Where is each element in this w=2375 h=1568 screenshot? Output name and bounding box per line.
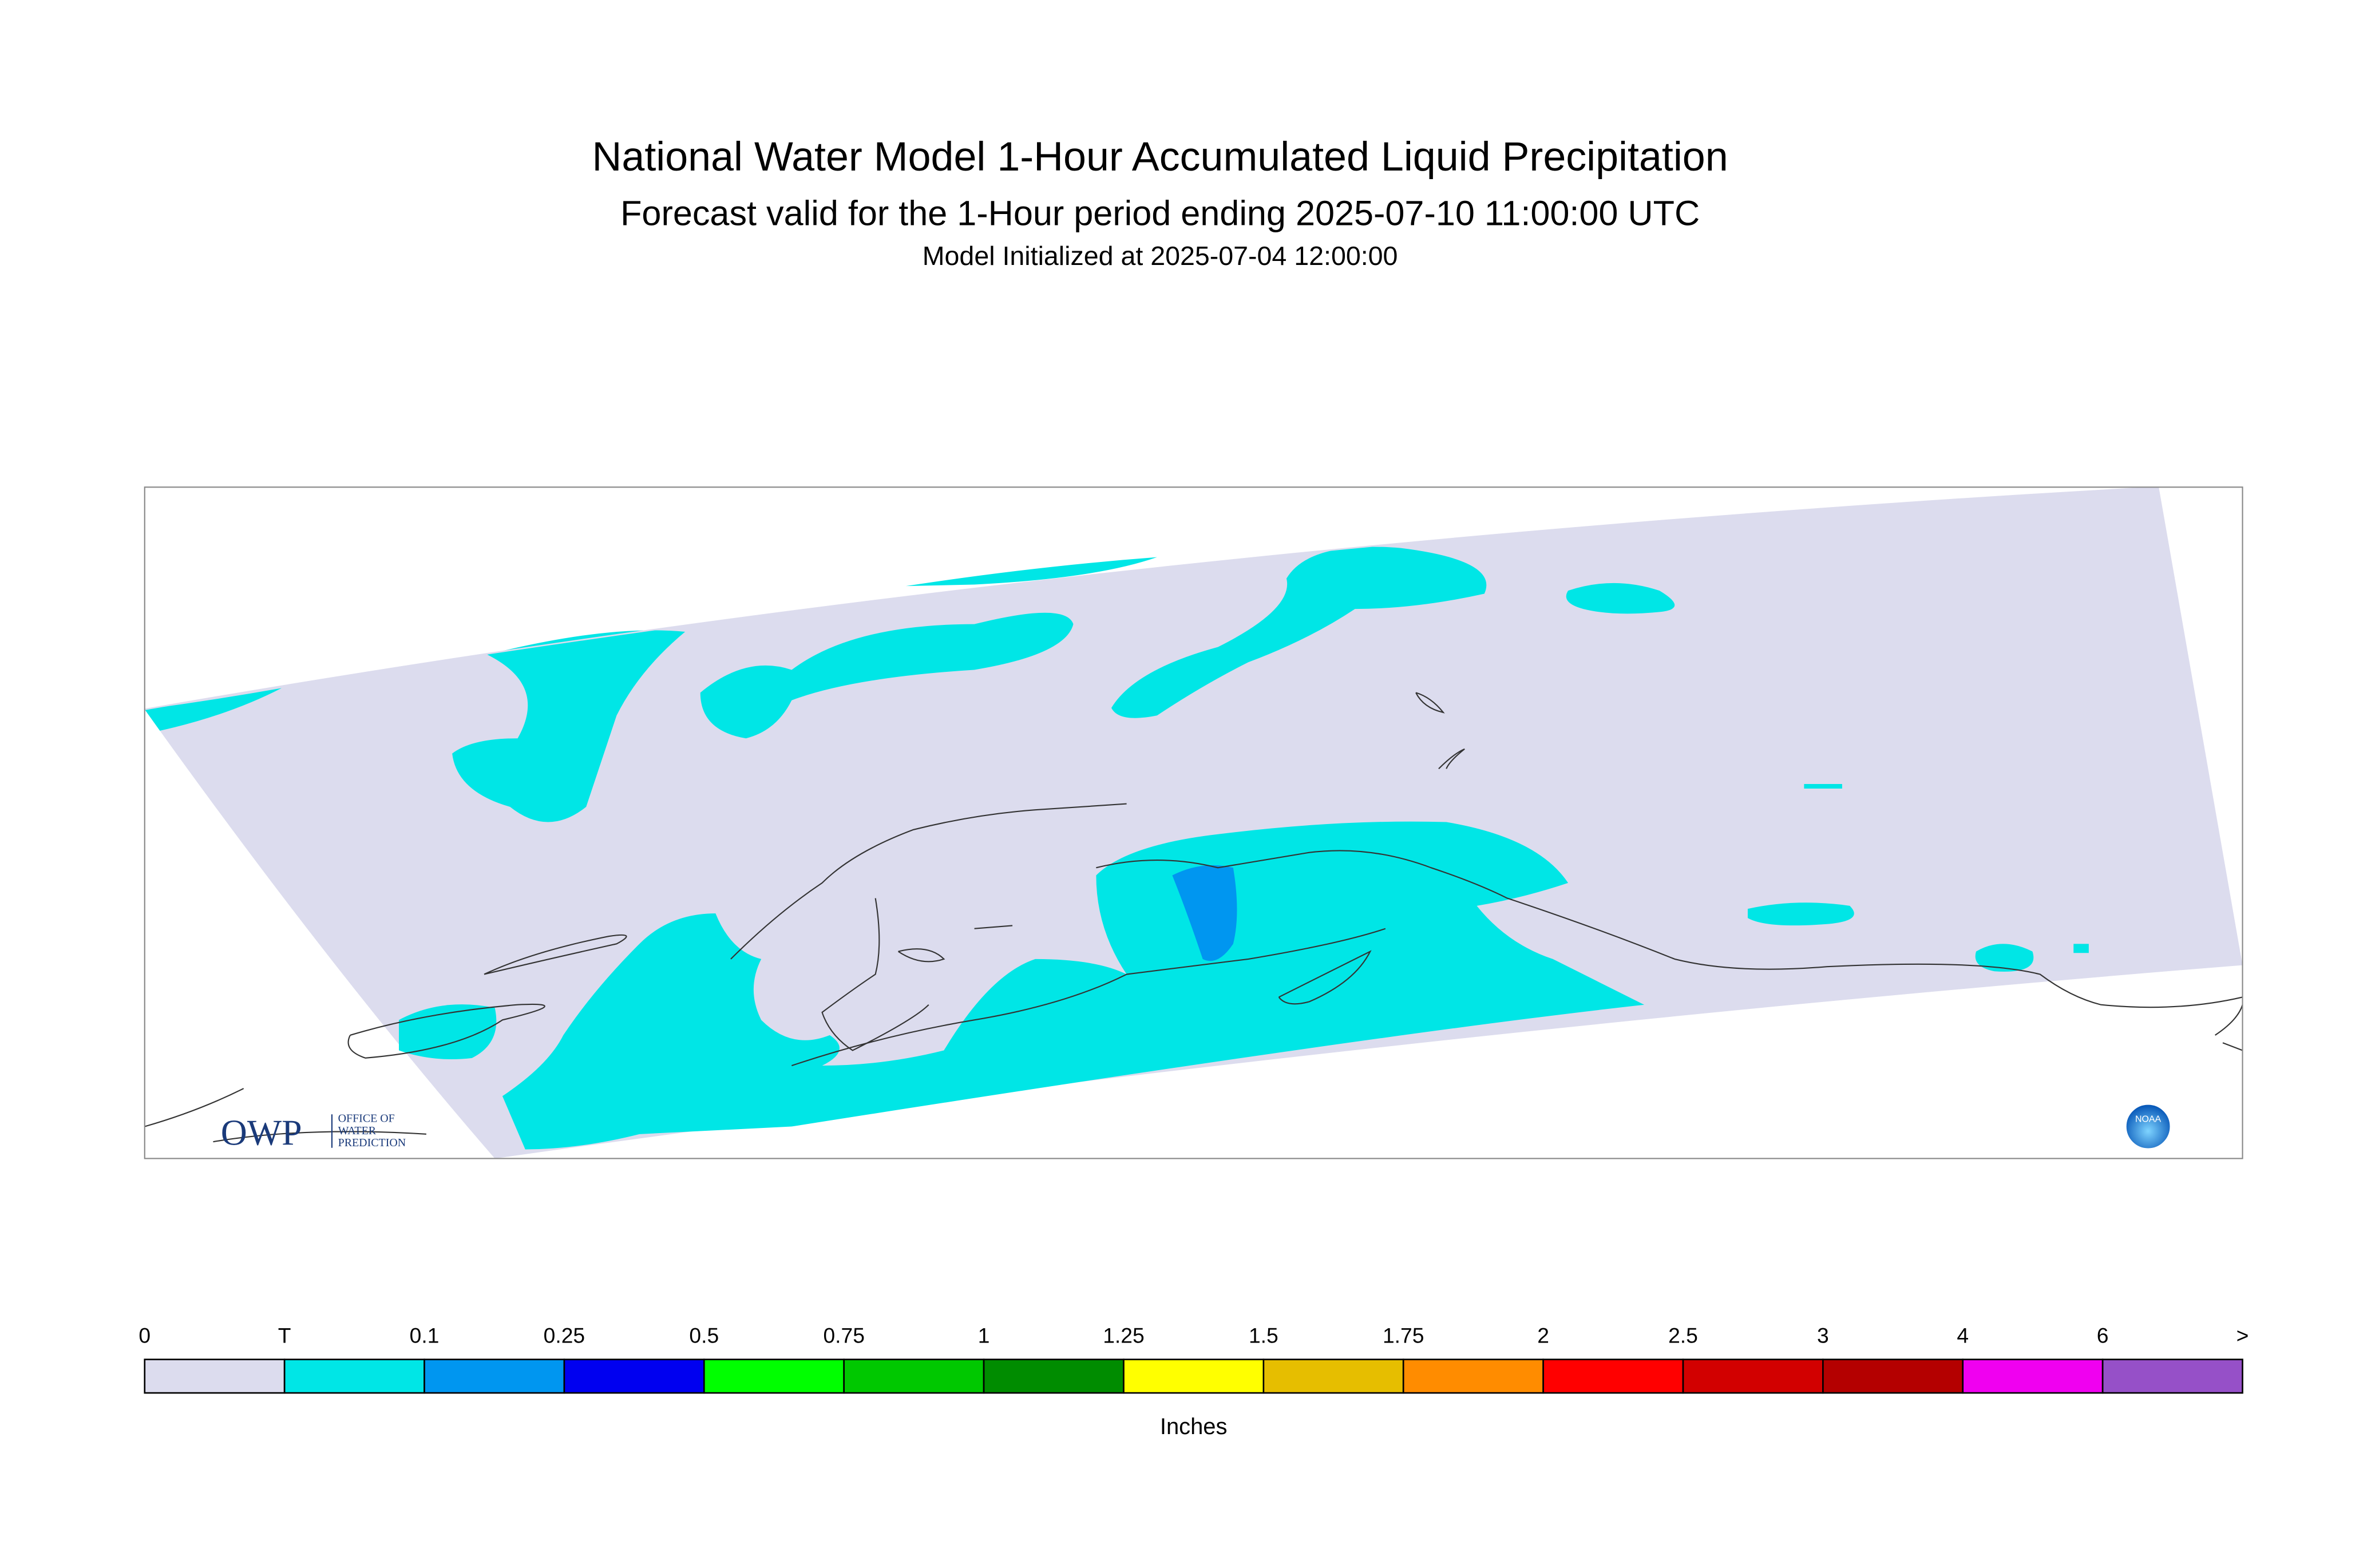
legend-label: 1.5	[1249, 1323, 1278, 1347]
precip-trace	[144, 547, 2089, 1150]
legend-label: >	[2237, 1323, 2249, 1347]
legend-label: 1.75	[1383, 1323, 1424, 1347]
noaa-text: NOAA	[2135, 1115, 2162, 1124]
legend-swatch	[1123, 1359, 1265, 1394]
legend-label: 0	[138, 1323, 151, 1347]
map-frame	[144, 486, 2243, 1159]
legend-swatch	[1542, 1359, 1684, 1394]
map: OWP OFFICE OF WATER PREDICTION NOAA	[144, 487, 2243, 1159]
precip-0-1	[1172, 865, 1237, 961]
legend-label: 0.25	[544, 1323, 585, 1347]
legend-label: 3	[1817, 1323, 1829, 1347]
legend-label: 1.25	[1103, 1323, 1144, 1347]
legend-label: 1	[978, 1323, 990, 1347]
noaa-logo	[2124, 1102, 2172, 1151]
owp-office: PREDICTION	[338, 1137, 406, 1149]
legend-swatch	[423, 1359, 565, 1394]
subtitle: Forecast valid for the 1-Hour period end…	[620, 194, 1700, 233]
legend-swatch	[843, 1359, 985, 1394]
legend-swatch	[144, 1359, 286, 1394]
init-time: Model Initialized at 2025-07-04 12:00:00	[923, 241, 1398, 271]
legend-label: 0.1	[410, 1323, 440, 1347]
legend-swatch	[1402, 1359, 1544, 1394]
legend-swatch	[1962, 1359, 2104, 1394]
title: National Water Model 1-Hour Accumulated …	[592, 134, 1728, 180]
legend-swatch	[563, 1359, 705, 1394]
legend-label: 6	[2097, 1323, 2109, 1347]
legend-swatch	[283, 1359, 425, 1394]
domain-outside	[144, 709, 495, 1159]
legend-swatch	[2101, 1359, 2243, 1394]
legend-label: 2.5	[1668, 1323, 1698, 1347]
owp-office: WATER	[338, 1124, 377, 1137]
legend-swatch	[1262, 1359, 1404, 1394]
legend-unit: Inches	[1160, 1414, 1228, 1439]
owp-logo: OWP	[221, 1112, 302, 1153]
legend-label: 2	[1537, 1323, 1549, 1347]
coastline	[144, 692, 2243, 1143]
legend-label: 0.5	[689, 1323, 719, 1347]
legend-swatch	[983, 1359, 1125, 1394]
legend-label: T	[278, 1323, 291, 1347]
domain-edge	[144, 487, 2159, 710]
legend-swatch	[1822, 1359, 1964, 1394]
legend: 0 T 0.1 0.25 0.5 0.75 1 1.25 1.5 1.75 2 2.5 3 4 6 >	[138, 1323, 2249, 1394]
legend-label: 0.75	[823, 1323, 864, 1347]
legend-label: 4	[1957, 1323, 1969, 1347]
legend-swatch	[1682, 1359, 1824, 1394]
owp-office: OFFICE OF	[338, 1112, 395, 1125]
legend-swatch	[703, 1359, 845, 1394]
